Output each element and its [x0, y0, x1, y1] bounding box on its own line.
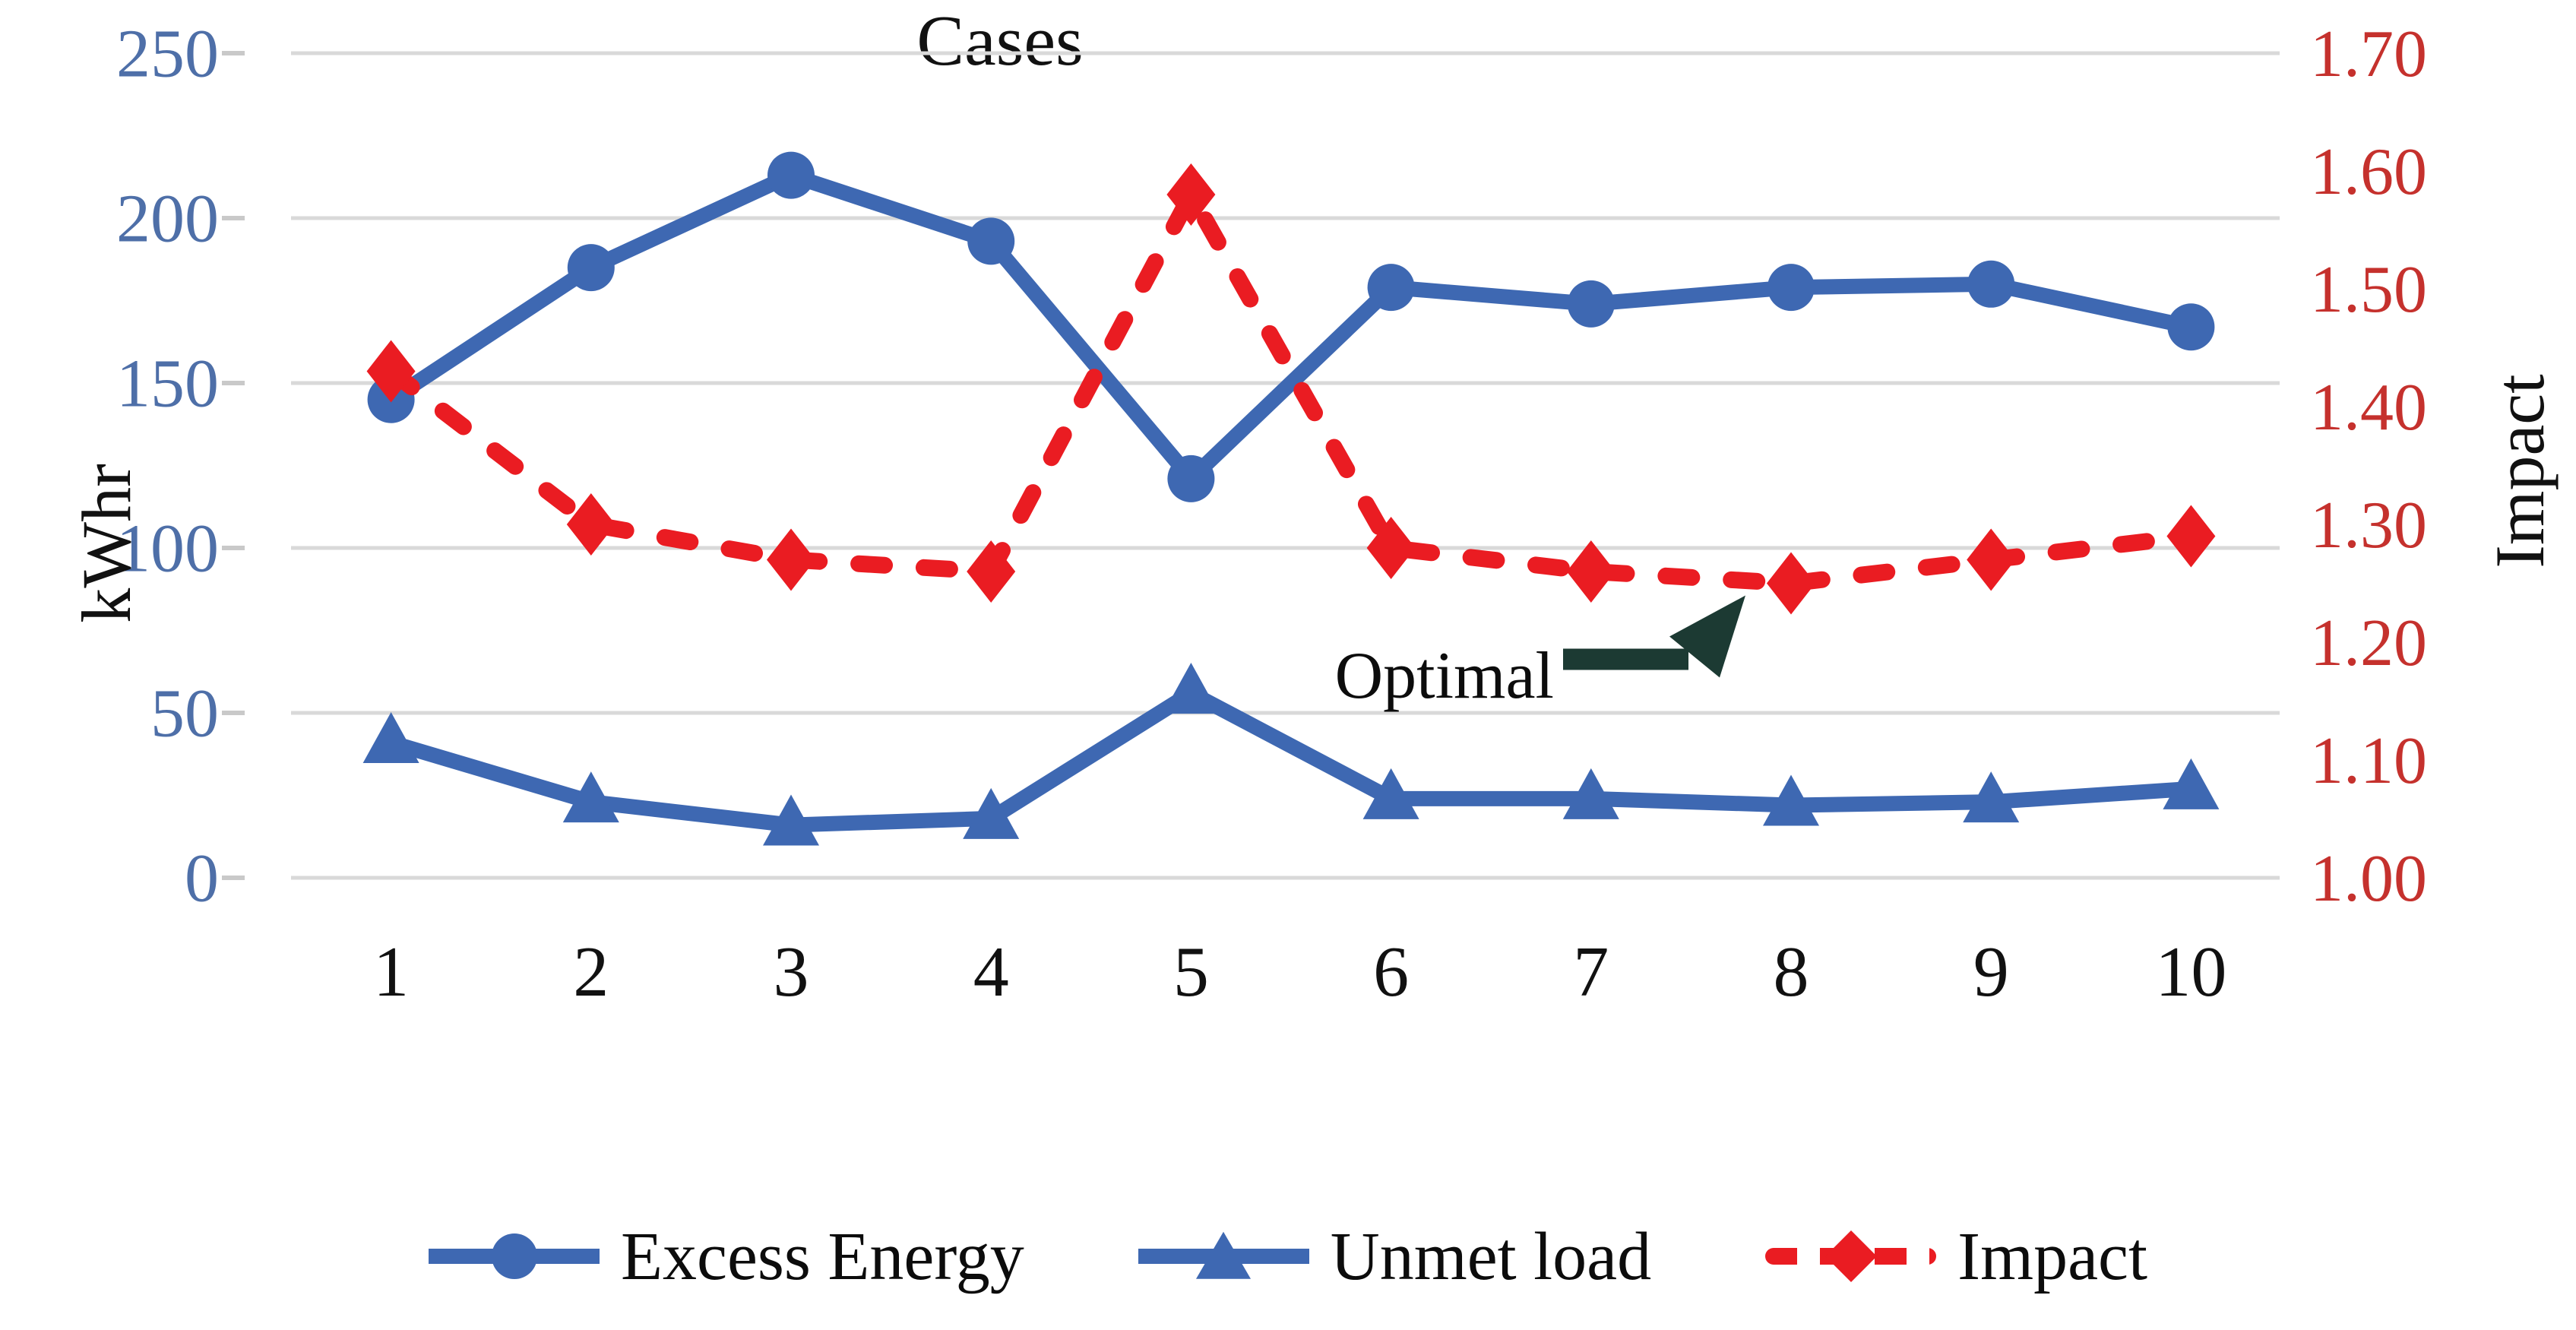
legend-label-unmet-load: Unmet load	[1330, 1218, 1652, 1294]
x-axis-tick-label: 6	[1373, 933, 1409, 1012]
right-axis-tick-label: 1.10	[2310, 724, 2427, 798]
triangle-marker	[1163, 662, 1220, 714]
left-axis-tick-label: 150	[116, 347, 219, 422]
legend-item-excess-energy: Excess Energy	[429, 1218, 1024, 1296]
right-axis-tick-label: 1.30	[2310, 489, 2427, 562]
impact-swatch	[1765, 1218, 1937, 1294]
left-axis-tick-label: 200	[116, 182, 219, 257]
impact-line	[382, 186, 2200, 592]
triangle-marker	[1562, 768, 1619, 819]
x-axis-tick-label: 3	[774, 933, 809, 1012]
triangle-marker	[2163, 758, 2220, 809]
legend-item-impact: Impact	[1765, 1218, 2147, 1296]
triangle-marker	[562, 771, 619, 823]
left-axis-tick-label: 100	[116, 511, 219, 587]
optimal-arrow-shaft	[1563, 648, 1688, 670]
circle-marker	[1567, 280, 1615, 328]
left-axis-title: kWhr	[68, 464, 145, 623]
circle-marker	[1967, 260, 2015, 308]
circle-marker-icon	[491, 1233, 537, 1279]
triangle-marker	[1963, 771, 2020, 823]
right-axis-tick-label: 1.50	[2310, 253, 2427, 327]
x-axis-tick-label: 5	[1173, 933, 1209, 1012]
x-axis-title: Cases	[916, 2, 1084, 81]
chart-legend: Excess Energy Unmet load Impact	[0, 1207, 2576, 1306]
triangle-marker-icon	[1196, 1231, 1252, 1279]
diamond-marker	[1767, 552, 1815, 615]
x-axis-tick-label: 2	[573, 933, 609, 1012]
optimal-annotation-label: Optimal	[1334, 639, 1554, 713]
circle-marker	[567, 244, 615, 292]
unmet-load-swatch	[1138, 1218, 1309, 1294]
x-axis-tick-label: 4	[973, 933, 1009, 1012]
right-axis-tick-label: 1.60	[2310, 135, 2427, 209]
legend-label-impact: Impact	[1957, 1218, 2147, 1294]
circle-marker	[2167, 303, 2215, 351]
legend-item-unmet-load: Unmet load	[1138, 1218, 1651, 1296]
right-axis-tick-label: 1.00	[2310, 842, 2427, 916]
diamond-marker	[366, 340, 416, 403]
triangle-marker	[1362, 768, 1419, 819]
right-axis-tick-label: 1.20	[2310, 606, 2427, 680]
right-axis-tick-label: 1.70	[2310, 17, 2427, 91]
diamond-marker	[967, 540, 1016, 603]
triangle-marker	[963, 787, 1020, 839]
left-axis-tick-label: 0	[185, 841, 219, 917]
diamond-marker-icon	[1824, 1230, 1877, 1282]
unmet-load-line	[383, 685, 2199, 833]
x-axis-tick-label: 10	[2155, 933, 2226, 1012]
diamond-marker	[1366, 517, 1416, 579]
diamond-marker	[1566, 540, 1616, 603]
x-axis-tick-label: 9	[1973, 933, 2009, 1012]
triangle-marker	[763, 794, 819, 846]
left-axis-tick-label: 250	[116, 17, 219, 92]
circle-marker	[767, 151, 815, 199]
right-axis-title: Impact	[2481, 374, 2559, 568]
x-axis-tick-label: 1	[373, 933, 409, 1012]
circle-marker	[967, 217, 1015, 265]
diamond-marker	[1967, 528, 2016, 591]
circle-marker	[1167, 454, 1215, 502]
diamond-marker	[1166, 163, 1216, 226]
x-axis-tick-label: 8	[1774, 933, 1809, 1012]
left-axis-tick-label: 50	[150, 676, 219, 752]
excess-energy-line	[383, 167, 2199, 486]
legend-label-excess-energy: Excess Energy	[621, 1218, 1024, 1294]
excess-energy-swatch	[429, 1218, 600, 1294]
triangle-marker	[362, 712, 419, 764]
diamond-marker	[767, 528, 815, 591]
diamond-marker	[2166, 505, 2216, 568]
optimal-arrowhead-icon	[1669, 595, 1745, 678]
diamond-marker	[566, 493, 616, 556]
circle-marker	[1367, 264, 1415, 312]
circle-marker	[1767, 264, 1815, 312]
right-axis-tick-label: 1.40	[2310, 371, 2427, 445]
x-axis-tick-label: 7	[1573, 933, 1609, 1012]
triangle-marker	[1763, 774, 1819, 826]
